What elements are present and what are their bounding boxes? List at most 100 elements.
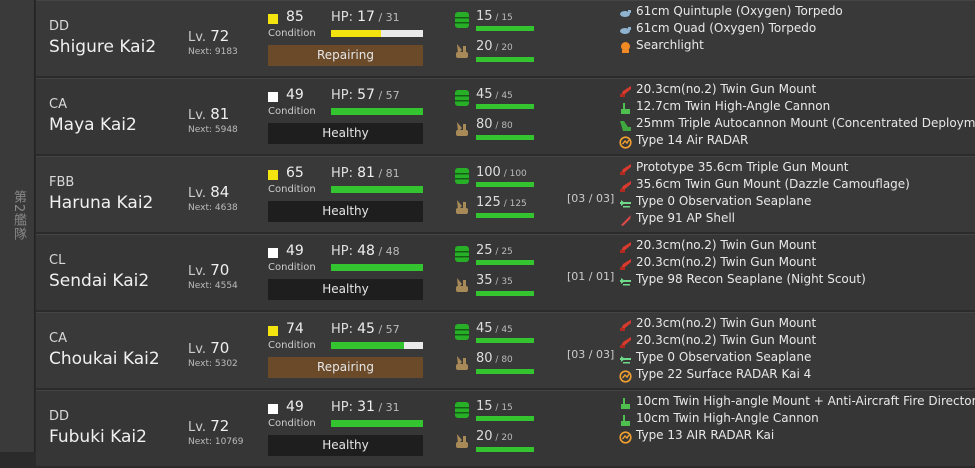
next-exp: Next: 9183 <box>188 47 238 57</box>
hp-current: 48 <box>357 243 375 259</box>
ammo-bar-fill <box>476 369 534 374</box>
equipment-name: Searchlight <box>636 38 704 52</box>
aa-gun-icon <box>619 100 632 114</box>
level-label: Lv. <box>188 342 207 357</box>
ammo-display: 80 / 80 <box>476 117 513 132</box>
ammo-separator: / <box>492 433 502 443</box>
fuel-separator: / <box>492 325 502 335</box>
ammo-display: 35 / 35 <box>476 273 513 288</box>
hp-bar <box>331 420 423 427</box>
next-label: Next: <box>188 359 212 369</box>
ship-type: CA <box>49 331 67 346</box>
next-exp: Next: 4554 <box>188 281 238 291</box>
fuel-bar <box>476 26 534 31</box>
level-display: Lv. 72 <box>188 417 229 435</box>
fuel-bar <box>476 338 534 343</box>
ammo-display: 125 / 125 <box>476 195 527 210</box>
fuel-display: 100 / 100 <box>476 165 527 180</box>
status-badge: Healthy <box>268 279 423 300</box>
hp-bar <box>331 30 423 37</box>
condition-indicator <box>268 326 278 336</box>
aa-gun-icon <box>619 395 632 409</box>
torpedo-icon <box>619 5 632 18</box>
fleet-tab[interactable]: 第2艦隊 <box>0 0 35 452</box>
level-value: 84 <box>210 183 230 201</box>
condition-value: 74 <box>286 321 304 337</box>
main-gun-icon <box>619 334 632 348</box>
ship-name[interactable]: Fubuki Kai2 <box>49 427 147 447</box>
status-badge: Healthy <box>268 123 423 144</box>
condition-value: 49 <box>286 87 304 103</box>
hp-separator: / <box>374 89 386 102</box>
fuel-icon <box>454 89 470 107</box>
status-badge: Repairing <box>268 357 423 378</box>
fuel-max: 100 <box>509 169 527 179</box>
hp-label: HP: <box>331 322 353 337</box>
ap-shell-icon <box>619 212 632 226</box>
ship-type: DD <box>49 409 70 424</box>
ammo-max: 125 <box>509 199 527 209</box>
ammo-max: 20 <box>501 433 513 443</box>
hp-bar-fill <box>331 264 423 271</box>
ammo-icon <box>454 354 470 372</box>
condition-label: Condition <box>268 262 316 273</box>
fuel-max: 45 <box>501 325 513 335</box>
ship-name[interactable]: Shigure Kai2 <box>49 37 157 57</box>
next-value: 4638 <box>214 203 238 213</box>
next-label: Next: <box>188 203 212 213</box>
condition-value: 49 <box>286 399 304 415</box>
aircraft-slots: [03 / 03] <box>567 192 615 205</box>
ship-row[interactable]: FBB Haruna Kai2 Lv. 84 Next: 4638 65 Conditio… <box>36 156 975 232</box>
hp-label: HP: <box>331 88 353 103</box>
ammo-current: 125 <box>476 195 501 210</box>
condition-indicator <box>268 92 278 102</box>
main-gun-icon <box>619 239 632 253</box>
ammo-separator: / <box>500 199 510 209</box>
next-value: 5302 <box>214 359 238 369</box>
ammo-separator: / <box>492 43 502 53</box>
fuel-icon <box>454 401 470 419</box>
aircraft-slots: [03 / 03] <box>567 348 615 361</box>
ship-name[interactable]: Maya Kai2 <box>49 115 137 135</box>
ship-name[interactable]: Choukai Kai2 <box>49 349 160 369</box>
seaplane-icon <box>619 273 632 286</box>
fuel-current: 15 <box>476 399 493 414</box>
ship-row[interactable]: CA Maya Kai2 Lv. 81 Next: 5948 49 Condition HP… <box>36 78 975 154</box>
hp-bar <box>331 108 423 115</box>
hp-bar-fill <box>331 186 423 193</box>
ship-row[interactable]: CA Choukai Kai2 Lv. 70 Next: 5302 74 Conditio… <box>36 312 975 388</box>
equipment-name: 20.3cm(no.2) Twin Gun Mount <box>636 316 817 330</box>
ship-name[interactable]: Haruna Kai2 <box>49 193 154 213</box>
hp-current: 31 <box>357 399 375 415</box>
equipment-name: Type 98 Recon Seaplane (Night Scout) <box>636 272 866 286</box>
hp-bar <box>331 186 423 193</box>
fuel-display: 45 / 45 <box>476 321 513 336</box>
hp-display: HP: 57 / 57 <box>331 87 400 103</box>
ammo-bar <box>476 369 534 374</box>
fuel-separator: / <box>492 403 502 413</box>
ship-row[interactable]: DD Shigure Kai2 Lv. 72 Next: 9183 85 Conditio… <box>36 0 975 76</box>
ship-row[interactable]: DD Fubuki Kai2 Lv. 72 Next: 10769 49 Conditio… <box>36 390 975 466</box>
condition-indicator <box>268 248 278 258</box>
level-display: Lv. 72 <box>188 27 229 45</box>
fuel-bar <box>476 416 534 421</box>
ship-type: CA <box>49 97 67 112</box>
condition-indicator <box>268 404 278 414</box>
fuel-separator: / <box>492 91 502 101</box>
fuel-max: 45 <box>501 91 513 101</box>
equipment-name: Type 13 AIR RADAR Kai <box>636 428 775 442</box>
torpedo-icon <box>619 22 632 35</box>
next-label: Next: <box>188 281 212 291</box>
ship-row[interactable]: CL Sendai Kai2 Lv. 70 Next: 4554 49 Condition… <box>36 234 975 310</box>
equipment-name: 35.6cm Twin Gun Mount (Dazzle Camouflage… <box>636 177 910 191</box>
fuel-separator: / <box>492 13 502 23</box>
condition-value: 85 <box>286 9 304 25</box>
level-value: 81 <box>210 105 230 123</box>
fuel-max: 25 <box>501 247 513 257</box>
hp-max: 31 <box>385 11 400 24</box>
hp-max: 31 <box>385 401 400 414</box>
aa-machine-gun-icon <box>619 117 632 131</box>
ship-name[interactable]: Sendai Kai2 <box>49 271 150 291</box>
status-badge: Healthy <box>268 201 423 222</box>
main-gun-icon <box>619 178 632 192</box>
